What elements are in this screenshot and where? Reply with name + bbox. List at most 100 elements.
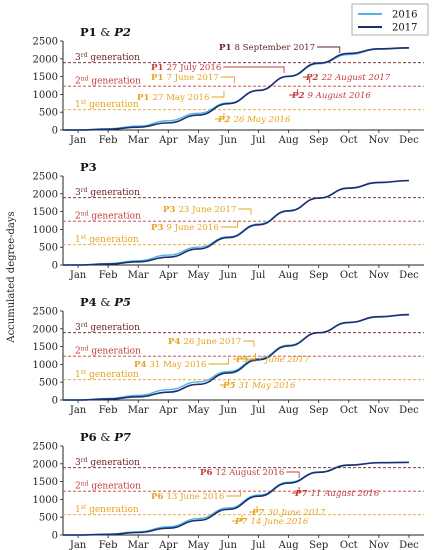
annotation-label: P2 9 August 2016 <box>291 91 371 101</box>
annotation-label: P5 31 May 2016 <box>222 381 296 391</box>
panel-title-part: P5 <box>113 295 131 309</box>
x-tick-label: Jun <box>219 405 237 416</box>
x-tick-label: May <box>187 135 209 146</box>
x-tick-label: Jul <box>251 540 266 550</box>
y-tick-label: 1000 <box>33 225 58 236</box>
y-tick-label: 2500 <box>33 307 58 318</box>
panel-title-part: & <box>97 295 115 309</box>
annotation: P7 14 June 2016 <box>232 515 309 527</box>
x-tick-label: Oct <box>340 135 358 146</box>
annotation-leader <box>220 379 229 386</box>
series-line-2017 <box>63 461 409 536</box>
x-tick-label: Nov <box>369 405 390 416</box>
annotation: P3 9 June 2016 <box>151 221 238 233</box>
x-tick-label: Sep <box>309 135 328 146</box>
x-tick-label: Feb <box>99 405 118 416</box>
y-tick-label: 500 <box>39 108 58 119</box>
x-tick-label: Mar <box>128 405 149 416</box>
x-tick-label: Apr <box>158 270 178 281</box>
annotation-leader <box>317 46 341 53</box>
annotation-leader <box>233 353 256 360</box>
panel-title: P3 <box>80 160 97 174</box>
annotation-leader <box>223 66 285 73</box>
annotation-label: P5 27 June 2017 <box>235 355 310 365</box>
annotation: P4 31 May 2016 <box>134 358 229 370</box>
annotation: P1 27 May 2016 <box>137 91 225 103</box>
x-tick-label: Jun <box>219 540 237 550</box>
annotation: P1 8 September 2017 <box>219 43 341 53</box>
legend: 2016 2017 <box>351 3 429 36</box>
x-tick-label: Jan <box>69 540 87 550</box>
annotation-label: P2 22 August 2017 <box>305 73 391 83</box>
y-tick-label: 0 <box>52 126 58 137</box>
y-tick-label: 2000 <box>33 54 58 65</box>
annotation-leader <box>238 208 252 215</box>
generation-label: 2nd generation <box>75 211 141 222</box>
panel-title-part: & <box>97 25 115 39</box>
panel-title-part: P2 <box>113 25 131 39</box>
annotation: P2 26 May 2016 <box>215 113 291 125</box>
x-tick-label: Mar <box>128 270 149 281</box>
annotation-label: P2 26 May 2016 <box>217 115 291 125</box>
annotation-label: P1 27 July 2016 <box>151 63 221 73</box>
x-tick-label: Dec <box>399 135 419 146</box>
y-tick-label: 1000 <box>33 495 58 506</box>
annotation-label: P6 13 June 2016 <box>151 492 224 502</box>
y-tick-label: 1000 <box>33 90 58 101</box>
x-tick-label: Aug <box>278 270 300 281</box>
series-line-2017 <box>63 313 409 401</box>
annotation: P7 11 August 2016 <box>292 487 380 499</box>
x-tick-label: Jul <box>251 270 266 281</box>
y-tick-label: 2000 <box>33 189 58 200</box>
annotation-leader <box>292 487 300 494</box>
y-tick-label: 0 <box>52 531 58 542</box>
generation-label: 3rd generation <box>75 187 140 198</box>
generation-label: 3rd generation <box>75 322 140 333</box>
x-tick-label: Sep <box>309 270 328 281</box>
y-tick-label: 1000 <box>33 360 58 371</box>
x-tick-label: Feb <box>99 270 118 281</box>
panel-title-part: P6 <box>80 430 97 444</box>
x-tick-label: May <box>187 405 209 416</box>
annotation-leader <box>303 76 311 83</box>
annotation-label: P3 23 June 2017 <box>163 205 236 215</box>
y-tick-label: 2000 <box>33 459 58 470</box>
x-tick-label: May <box>187 540 209 550</box>
x-tick-label: Aug <box>278 405 300 416</box>
x-tick-label: Dec <box>399 540 419 550</box>
panel-title-part: P3 <box>80 160 97 174</box>
annotation: P6 12 August 2016 <box>200 468 300 478</box>
x-tick-label: Aug <box>278 540 300 550</box>
annotation-leader <box>249 506 258 513</box>
x-tick-label: Jan <box>69 135 87 146</box>
chart-panel-1: P1 & P2 0 500 1000 1500 2000 2500 Jan Feb Mar Apr M… <box>33 25 424 146</box>
x-tick-label: Jan <box>69 405 87 416</box>
generation-label: 3rd generation <box>75 457 140 468</box>
x-tick-label: Oct <box>340 405 358 416</box>
x-tick-label: Dec <box>399 270 419 281</box>
annotation-label: P7 11 August 2016 <box>294 489 380 499</box>
panel-title-part: P1 <box>80 25 97 39</box>
series-line-2017 <box>63 46 409 131</box>
legend-label-2017: 2017 <box>392 23 417 34</box>
y-tick-label: 1500 <box>33 72 58 83</box>
generation-label: 1st generation <box>75 99 139 110</box>
generation-label: 3rd generation <box>75 52 140 63</box>
annotation-leader <box>220 76 235 83</box>
x-tick-label: Jun <box>219 135 237 146</box>
x-tick-label: Oct <box>340 270 358 281</box>
annotation-leader <box>226 490 241 497</box>
annotation: P6 13 June 2016 <box>151 490 241 502</box>
x-tick-label: Mar <box>128 135 149 146</box>
generation-label: 2nd generation <box>75 481 141 492</box>
x-tick-label: Oct <box>340 540 358 550</box>
x-tick-label: Jul <box>251 405 266 416</box>
annotation-leader <box>289 89 299 96</box>
panel-title-part: & <box>97 430 115 444</box>
x-tick-label: Apr <box>158 135 178 146</box>
y-tick-label: 2500 <box>33 37 58 48</box>
y-tick-label: 1500 <box>33 207 58 218</box>
panel-title: P1 & P2 <box>80 25 131 39</box>
annotation-label: P4 26 June 2017 <box>168 337 241 347</box>
